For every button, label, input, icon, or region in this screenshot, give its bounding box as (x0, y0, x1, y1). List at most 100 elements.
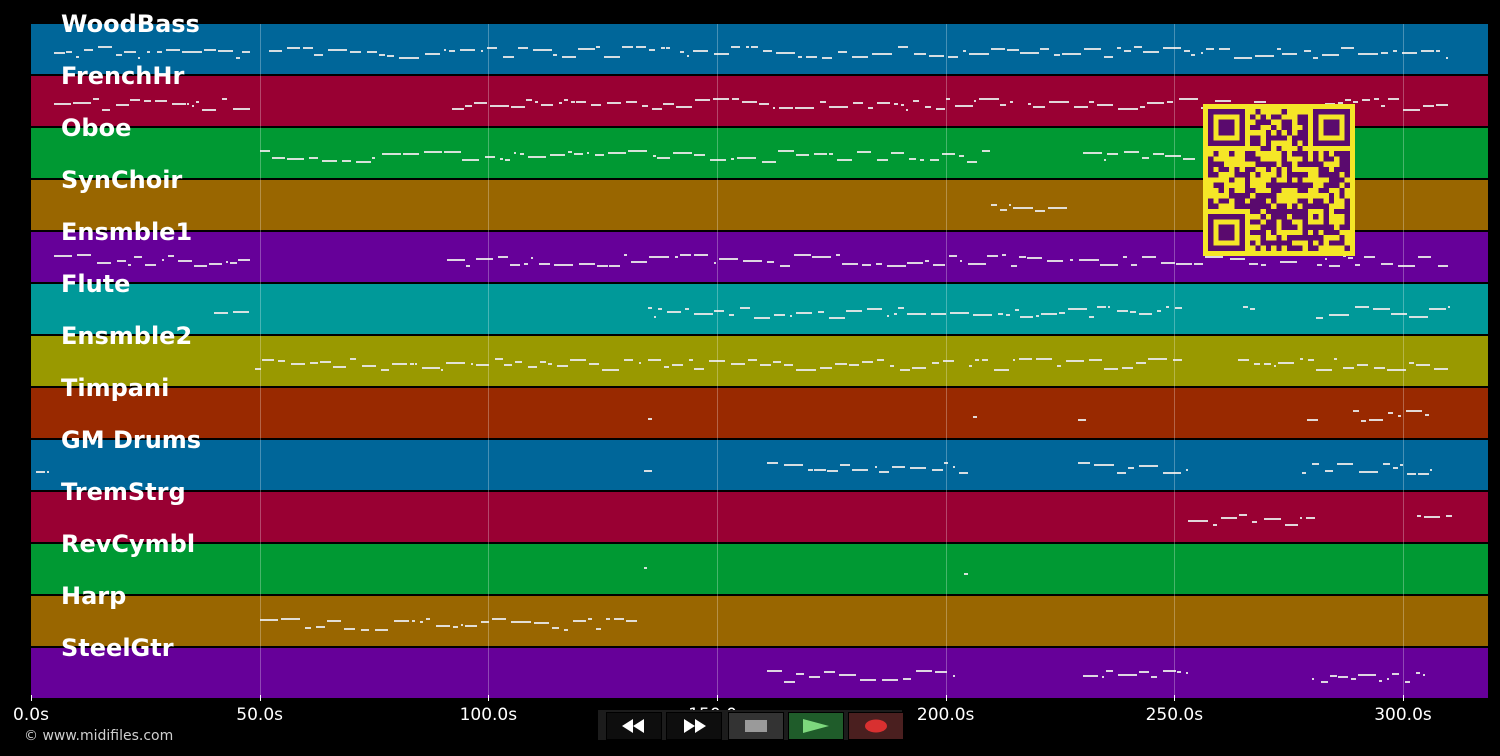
note-segment (193, 265, 208, 267)
note-segment (53, 52, 65, 54)
time-tick-label: 0.0s (13, 705, 49, 725)
note-segment (222, 98, 227, 100)
record-button[interactable] (848, 712, 904, 740)
note-segment (426, 618, 431, 620)
note-segment (1122, 367, 1134, 369)
note-segment (1392, 50, 1397, 52)
note-segment (464, 625, 478, 627)
note-segment (93, 98, 100, 100)
note-segment (931, 362, 939, 364)
note-segment (1130, 311, 1137, 313)
note-segment (602, 369, 619, 371)
note-segment (302, 47, 313, 49)
note-segment (767, 462, 778, 464)
play-button[interactable] (788, 712, 844, 740)
note-segment (783, 681, 795, 683)
note-segment (1011, 265, 1018, 267)
note-segment (1205, 256, 1224, 258)
record-icon (865, 719, 887, 733)
note-segment (1386, 678, 1390, 680)
tick-mark (259, 695, 261, 701)
note-segment (226, 261, 229, 263)
note-segment (571, 101, 575, 103)
note-segment (622, 46, 634, 48)
note-segment (1361, 420, 1367, 422)
note-segment (913, 53, 926, 55)
note-segment (1143, 51, 1159, 53)
note-segment (687, 55, 690, 57)
note-segment (1374, 98, 1380, 100)
play-icon (803, 719, 829, 733)
note-segment (868, 107, 873, 109)
note-segment (1398, 415, 1401, 417)
note-segment (527, 366, 537, 368)
note-segment (1078, 419, 1087, 421)
note-segment (1261, 264, 1266, 266)
note-segment (1302, 472, 1307, 474)
fast-forward-button[interactable] (666, 712, 722, 740)
note-segment (1251, 521, 1258, 523)
note-segment (1193, 263, 1203, 265)
note-segment (743, 260, 762, 262)
note-segment (1448, 306, 1451, 308)
note-segment (1104, 159, 1107, 161)
note-segment (948, 56, 959, 58)
note-segment (236, 57, 240, 59)
note-segment (894, 313, 897, 315)
note-segment (540, 361, 547, 363)
note-segment (819, 367, 833, 369)
note-segment (1229, 258, 1246, 260)
note-segment (1068, 308, 1087, 310)
note-segment (1166, 101, 1174, 103)
note-segment (1157, 310, 1161, 312)
note-segment (673, 152, 692, 154)
note-segment (441, 369, 444, 371)
note-segment (1434, 368, 1448, 370)
note-segment (605, 618, 611, 620)
fast-forward-icon (684, 719, 706, 733)
note-segment (541, 104, 553, 106)
note-segment (1408, 316, 1429, 318)
note-segment (1010, 101, 1014, 103)
note-segment (1277, 362, 1295, 364)
note-segment (948, 255, 957, 257)
note-segment (1329, 314, 1349, 316)
note-segment (466, 265, 470, 267)
note-segment (1019, 256, 1027, 258)
note-segment (487, 47, 498, 49)
note-segment (969, 53, 990, 55)
grid-line (488, 24, 490, 695)
note-segment (930, 313, 947, 315)
note-segment (181, 51, 202, 53)
note-segment (510, 621, 531, 623)
note-segment (1049, 101, 1069, 103)
note-segment (925, 106, 932, 108)
note-segment (897, 46, 908, 48)
note-segment (1336, 463, 1353, 465)
note-segment (968, 365, 972, 367)
note-segment (1012, 359, 1016, 361)
note-segment (889, 365, 894, 367)
stop-button[interactable] (728, 712, 784, 740)
tick-mark (31, 695, 32, 701)
note-segment (115, 54, 122, 56)
note-segment (578, 263, 596, 265)
note-segment (327, 49, 347, 51)
note-segment (505, 159, 510, 161)
note-segment (679, 254, 691, 256)
note-segment (123, 51, 136, 53)
track-label: TremStrg (61, 478, 186, 506)
note-segment (287, 158, 304, 160)
note-segment (1392, 673, 1400, 675)
note-segment (1347, 257, 1354, 259)
note-segment (342, 160, 352, 162)
rewind-button[interactable] (606, 712, 662, 740)
note-segment (394, 620, 409, 622)
note-segment (1047, 207, 1068, 209)
note-segment (694, 99, 710, 101)
note-segment (666, 311, 681, 313)
note-segment (233, 311, 250, 313)
note-segment (203, 49, 216, 51)
note-segment (130, 99, 141, 101)
note-segment (1306, 419, 1319, 421)
